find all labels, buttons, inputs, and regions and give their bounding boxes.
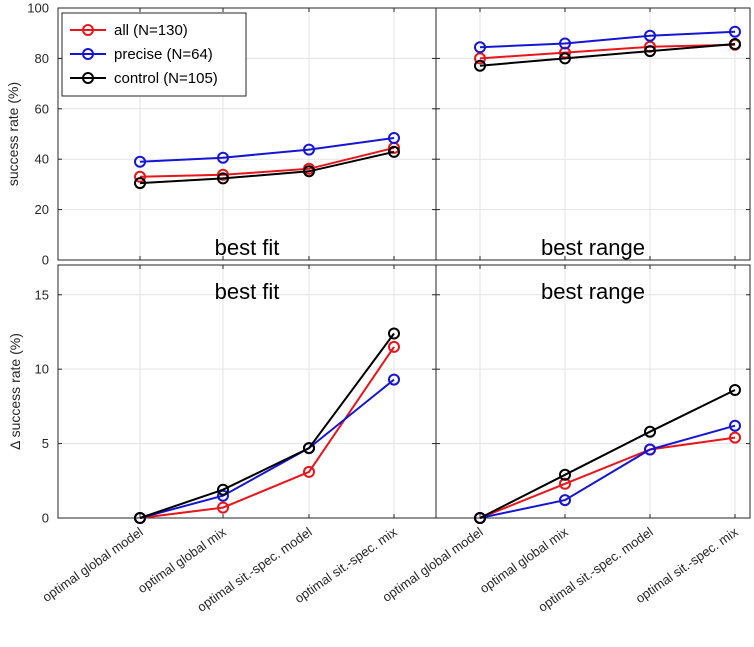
y-tick-label: 80 bbox=[35, 51, 49, 66]
legend-marker bbox=[82, 48, 94, 60]
data-point-control bbox=[729, 384, 741, 396]
y-tick-label: 5 bbox=[42, 436, 49, 451]
y-tick-label: 15 bbox=[35, 287, 49, 302]
y-tick-label: 60 bbox=[35, 101, 49, 116]
series-line-precise bbox=[139, 137, 395, 163]
data-point-all bbox=[474, 52, 486, 65]
y-tick-label: 0 bbox=[42, 511, 49, 526]
series-line-all bbox=[479, 43, 736, 60]
data-point-all bbox=[303, 465, 315, 478]
data-point-control bbox=[134, 177, 146, 190]
data-point-precise bbox=[474, 41, 486, 54]
data-point-control bbox=[388, 145, 400, 158]
data-point-precise bbox=[644, 443, 656, 456]
data-point-precise bbox=[388, 132, 400, 144]
series-line-precise bbox=[139, 378, 395, 519]
legend-marker bbox=[82, 24, 94, 36]
data-point-all bbox=[388, 340, 400, 353]
subplot-title: best fit bbox=[215, 279, 280, 304]
y-axis-label: Δ success rate (%) bbox=[7, 333, 23, 450]
series-line-control bbox=[139, 332, 395, 519]
y-axis-label: success rate (%) bbox=[5, 82, 21, 186]
series-line-control bbox=[479, 43, 736, 67]
data-point-control bbox=[644, 425, 656, 438]
data-point-control bbox=[303, 165, 315, 178]
series-line-all bbox=[139, 146, 395, 178]
data-point-control bbox=[559, 468, 571, 481]
subplot-title: best range bbox=[541, 235, 645, 260]
data-point-control bbox=[217, 483, 229, 496]
data-point-precise bbox=[729, 419, 741, 432]
data-point-precise bbox=[134, 155, 146, 168]
data-point-precise bbox=[559, 37, 571, 50]
data-point-all bbox=[134, 170, 146, 183]
legend-label: all (N=130) bbox=[114, 22, 188, 39]
series-line-all bbox=[139, 346, 395, 519]
legend-label: control (N=105) bbox=[114, 70, 218, 87]
data-point-control bbox=[474, 512, 486, 524]
axes-frame bbox=[435, 7, 751, 261]
data-point-control bbox=[729, 38, 741, 50]
data-point-all bbox=[217, 168, 229, 181]
data-point-precise bbox=[644, 29, 656, 42]
data-point-control bbox=[559, 52, 571, 65]
y-tick-label: 20 bbox=[35, 202, 49, 217]
data-point-control bbox=[644, 45, 656, 58]
data-point-precise bbox=[559, 494, 571, 507]
subplot-title: best range bbox=[541, 279, 645, 304]
data-point-control bbox=[134, 512, 146, 524]
data-point-precise bbox=[729, 25, 741, 38]
series-line-precise bbox=[479, 424, 736, 519]
data-point-precise bbox=[217, 151, 229, 164]
data-point-precise bbox=[303, 143, 315, 156]
data-point-all bbox=[217, 501, 229, 514]
axes-frame bbox=[435, 264, 751, 519]
series-line-control bbox=[139, 150, 395, 185]
data-point-control bbox=[388, 327, 400, 340]
y-tick-label: 40 bbox=[35, 152, 49, 167]
data-point-control bbox=[217, 172, 229, 185]
legend-label: precise (N=64) bbox=[114, 46, 213, 63]
series-line-all bbox=[479, 436, 736, 519]
data-point-control bbox=[303, 442, 315, 455]
y-tick-label: 10 bbox=[35, 362, 49, 377]
series-line-precise bbox=[479, 30, 736, 49]
subplot-title: best fit bbox=[215, 235, 280, 260]
y-tick-label: 100 bbox=[27, 1, 49, 16]
series-line-control bbox=[479, 389, 736, 519]
data-point-all bbox=[729, 431, 741, 444]
data-point-control bbox=[474, 59, 486, 72]
legend-marker bbox=[82, 72, 94, 84]
data-point-precise bbox=[388, 373, 400, 386]
y-tick-label: 0 bbox=[42, 253, 49, 268]
